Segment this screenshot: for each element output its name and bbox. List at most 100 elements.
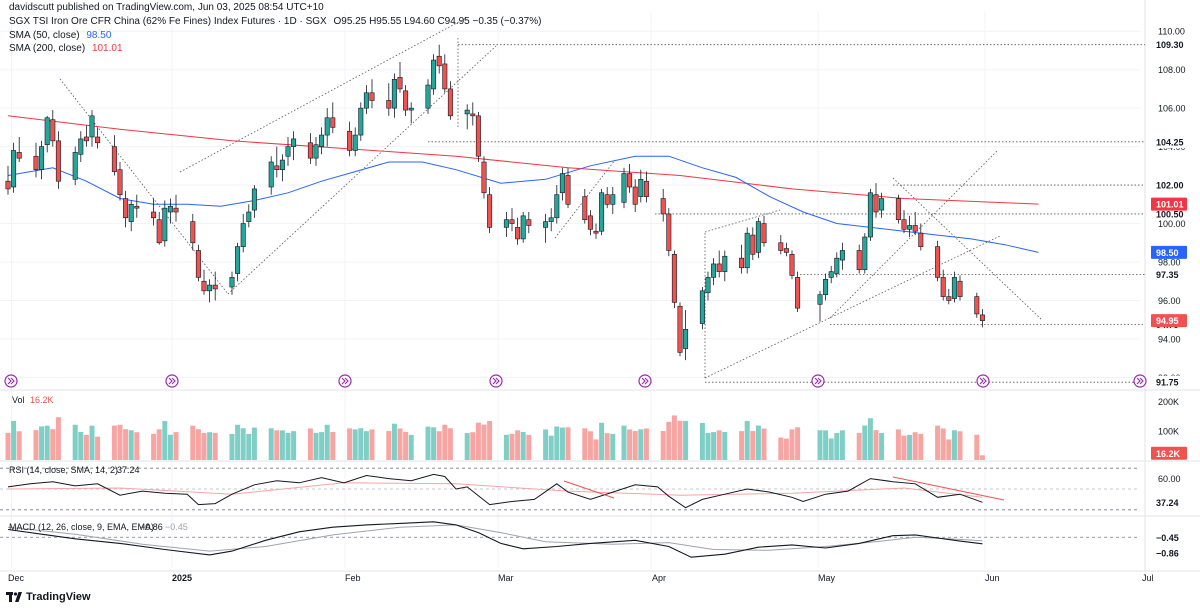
candle-body xyxy=(347,130,353,151)
volume-bar xyxy=(901,435,907,460)
volume-bar xyxy=(319,432,325,460)
time-tick-label: Apr xyxy=(652,573,666,583)
replay-marker-icon xyxy=(976,374,990,388)
volume-bar xyxy=(16,431,22,460)
candle-body xyxy=(330,117,336,128)
candle-body xyxy=(436,55,442,67)
replay-marker-chevrons xyxy=(979,377,987,385)
candle-body xyxy=(431,59,437,90)
candle-body xyxy=(207,284,213,292)
volume-bar xyxy=(795,427,801,460)
tradingview-brand[interactable]: TradingView xyxy=(6,591,91,603)
candle-body xyxy=(683,329,689,349)
volume-bar xyxy=(979,455,985,460)
candle-body xyxy=(487,194,493,228)
volume-bar xyxy=(940,428,946,460)
indicator-value-badge: 98.50 xyxy=(1151,245,1187,259)
candle-body xyxy=(526,219,532,226)
time-tick-label: Mar xyxy=(498,573,514,583)
candle-body xyxy=(935,246,941,278)
sma50-label: SMA (50, close) xyxy=(9,30,80,41)
volume-bar xyxy=(39,426,45,460)
price-level-label: 104.25 xyxy=(1151,135,1187,149)
replay-marker-chevrons xyxy=(341,377,349,385)
rsi-line xyxy=(7,473,983,509)
volume-bar xyxy=(515,430,521,460)
volume-bar xyxy=(554,426,560,460)
price-level-label-bg xyxy=(1151,268,1187,281)
candle-body xyxy=(856,250,862,270)
volume-bar xyxy=(559,427,565,460)
candle-body xyxy=(235,246,241,274)
macd-signal-badge-text: −0.45 xyxy=(1156,533,1179,543)
replay-marker-icon xyxy=(1133,374,1147,388)
candle-body xyxy=(464,109,470,115)
candle-body xyxy=(111,146,117,172)
candle-body xyxy=(5,180,11,190)
candle-body xyxy=(789,254,795,276)
volume-bar xyxy=(279,430,285,460)
replay-marker-icon xyxy=(338,374,352,388)
volume-bar xyxy=(72,424,78,460)
trendline xyxy=(829,149,999,319)
candle-body xyxy=(55,140,61,182)
tradingview-logo-icon xyxy=(6,592,22,602)
candle-body xyxy=(503,219,509,228)
sma50-value: 98.50 xyxy=(86,30,112,41)
volume-bar xyxy=(274,430,280,460)
volume-bar xyxy=(503,434,509,460)
sma50-legend[interactable]: SMA (50, close) 98.50 xyxy=(9,30,111,42)
volume-bar xyxy=(50,429,56,460)
grid-lines xyxy=(0,12,1146,568)
volume-bar xyxy=(162,421,168,460)
candle-body xyxy=(246,211,252,222)
candle-body xyxy=(307,142,313,159)
candle-body xyxy=(918,232,924,247)
candle-body xyxy=(128,204,134,222)
volume-bar xyxy=(78,431,84,460)
publisher-line: davidscutt published on TradingView.com,… xyxy=(9,2,324,13)
volume-bar xyxy=(307,428,313,460)
volume-bar xyxy=(856,432,862,460)
candle-body xyxy=(520,215,526,240)
volume-bar xyxy=(582,428,588,460)
macd-value-badge-text: −0.86 xyxy=(1156,548,1179,558)
volume-bar xyxy=(212,432,218,460)
macd-line xyxy=(7,521,983,558)
rsi-value-badge-bg xyxy=(1151,495,1187,509)
volume-bar xyxy=(918,433,924,460)
rsi-pane-label: RSI (14, close, SMA, 14, 2) xyxy=(9,465,118,475)
price-level-label: 102.00 xyxy=(1151,178,1187,192)
candle-body xyxy=(386,100,392,109)
volume-bar xyxy=(369,429,375,460)
volume-bar xyxy=(660,431,666,460)
price-level-label-text: 104.25 xyxy=(1156,137,1184,147)
sma200-legend[interactable]: SMA (200, close) 101.01 xyxy=(9,43,123,55)
candle-body xyxy=(83,136,89,142)
volume-bar xyxy=(627,429,633,460)
price-level-label-bg xyxy=(1151,375,1187,389)
candle-body xyxy=(358,107,364,136)
volume-bar xyxy=(867,418,873,460)
candle-body xyxy=(755,221,761,253)
replay-marker-chevrons xyxy=(641,377,649,385)
indicator-value-badge-text: 101.01 xyxy=(1156,200,1184,210)
volume-bar xyxy=(599,422,605,460)
candle-body xyxy=(711,263,717,278)
candle-body xyxy=(229,277,235,288)
candle-body xyxy=(543,221,549,228)
volume-bar xyxy=(195,429,201,460)
volume-bar xyxy=(828,438,834,460)
candle-body xyxy=(117,169,123,195)
ohlc-readout: O95.25 H95.55 L94.60 C94.95 −0.35 (−0.37… xyxy=(333,16,542,27)
volume-bar xyxy=(699,422,705,460)
rsi-pane-value: 37.24 xyxy=(117,465,140,475)
volume-bar xyxy=(873,430,879,460)
volume-bar xyxy=(347,428,353,460)
volume-bar xyxy=(638,429,644,460)
price-level-label-bg xyxy=(1151,135,1187,149)
macd-value-badge: −0.86 xyxy=(1151,546,1187,560)
volume-bar xyxy=(565,427,571,460)
